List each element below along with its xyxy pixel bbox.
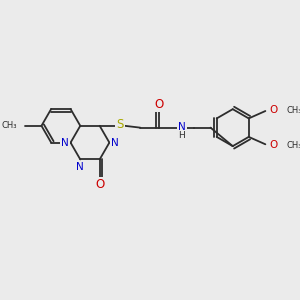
Text: N: N bbox=[178, 122, 186, 132]
Text: S: S bbox=[116, 118, 124, 131]
Text: O: O bbox=[269, 105, 278, 115]
Text: CH₃: CH₃ bbox=[286, 106, 300, 115]
Text: O: O bbox=[269, 140, 278, 150]
Text: O: O bbox=[154, 98, 164, 111]
Text: N: N bbox=[111, 138, 119, 148]
Text: O: O bbox=[95, 178, 104, 191]
Text: N: N bbox=[61, 138, 69, 148]
Text: H: H bbox=[178, 130, 185, 140]
Text: CH₃: CH₃ bbox=[286, 141, 300, 150]
Text: CH₃: CH₃ bbox=[2, 121, 17, 130]
Text: N: N bbox=[76, 162, 84, 172]
